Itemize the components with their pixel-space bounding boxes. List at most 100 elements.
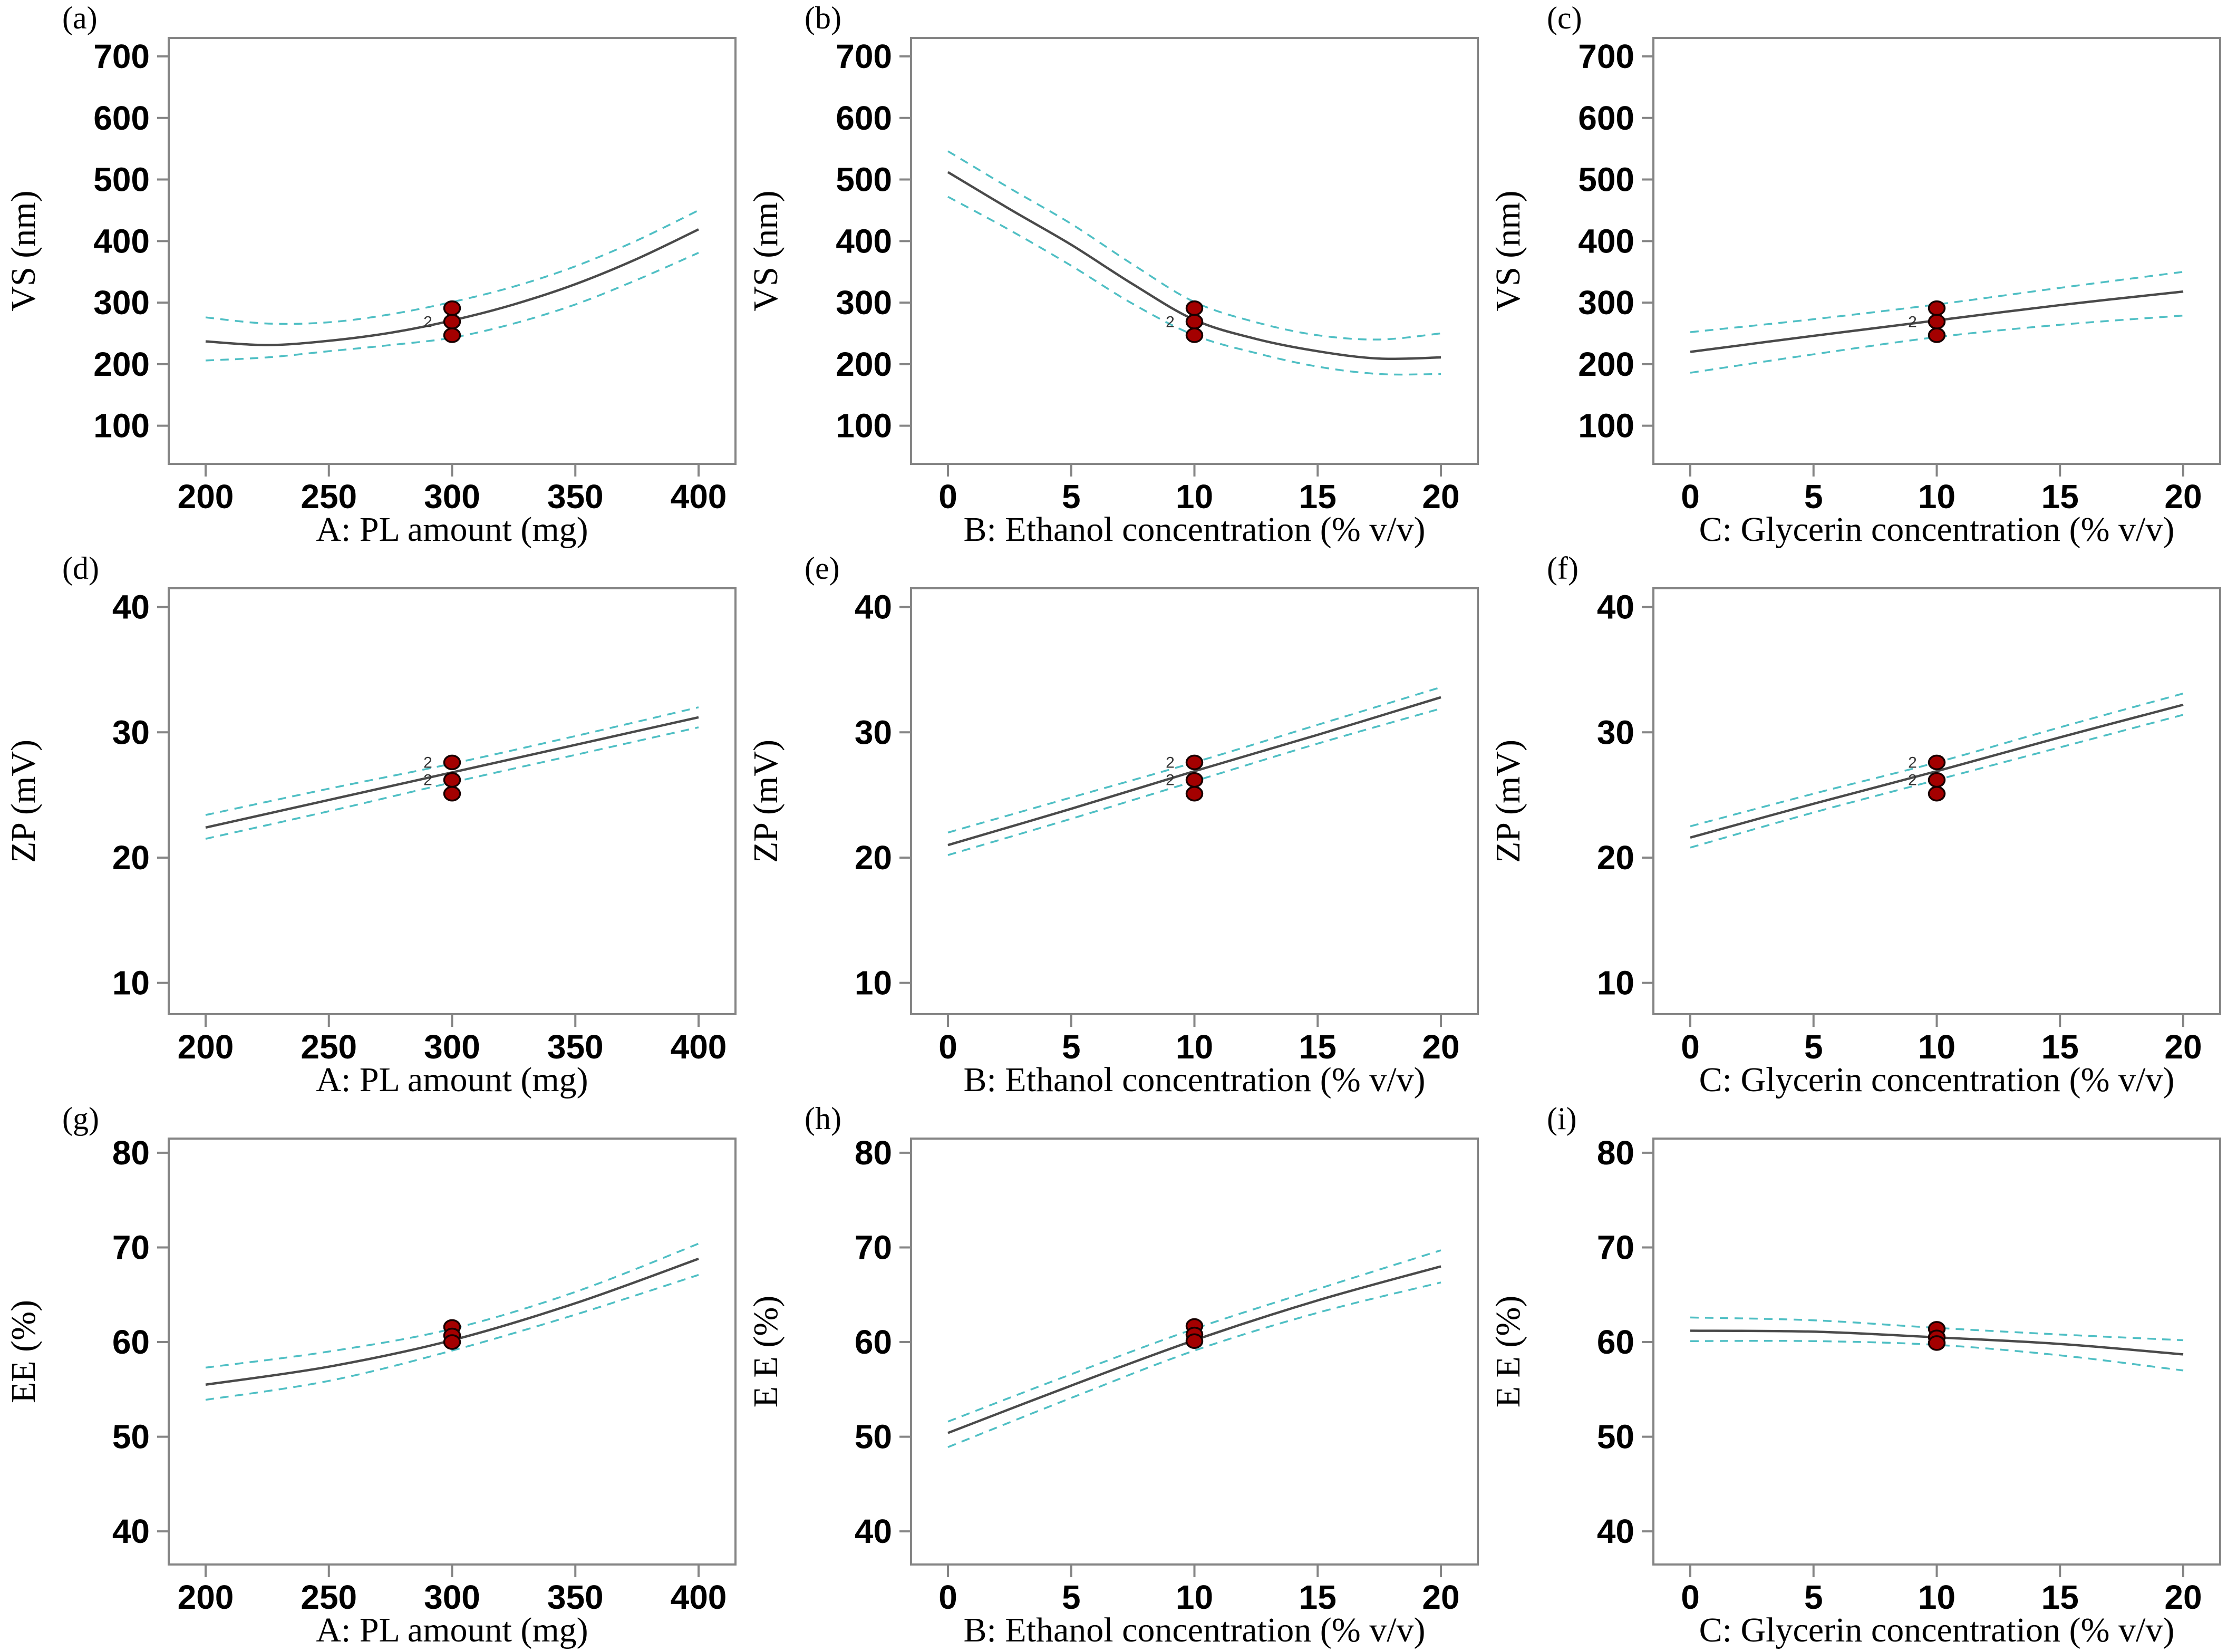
ci-lower-curve	[205, 1274, 699, 1401]
data-point	[1185, 754, 1204, 771]
y-tick-label: 100	[93, 407, 150, 445]
data-point	[1928, 327, 1946, 343]
x-tick-label: 5	[1804, 478, 1823, 516]
mean-curve	[1690, 703, 2184, 839]
y-tick-label: 60	[855, 1323, 892, 1361]
y-tick-label: 500	[836, 161, 892, 199]
data-point	[1928, 754, 1946, 771]
y-tick-label: 700	[1578, 37, 1634, 75]
x-tick-label: 300	[424, 478, 480, 516]
x-tick-label: 10	[1176, 1578, 1213, 1616]
point-count-label: 2	[1908, 772, 1917, 789]
x-tick-label: 20	[2164, 1028, 2202, 1066]
y-tick-label: 30	[1597, 713, 1634, 751]
y-tick-label: 40	[112, 1512, 150, 1550]
x-tick-label: 10	[1176, 478, 1213, 516]
x-tick-label: 0	[1681, 1028, 1700, 1066]
y-tick-label: 50	[112, 1418, 150, 1456]
x-tick-label: 5	[1804, 1028, 1823, 1066]
y-tick-label: 70	[855, 1228, 892, 1266]
y-tick-label: 100	[836, 407, 892, 445]
y-tick-label: 200	[1578, 345, 1634, 383]
data-point	[1928, 772, 1946, 788]
panel-letter-d: (d)	[62, 551, 99, 586]
data-point	[1928, 1335, 1946, 1351]
y-tick-label: 400	[93, 222, 150, 260]
y-tick-label: 40	[1597, 1512, 1634, 1550]
y-tick-label: 50	[855, 1418, 892, 1456]
y-tick-label: 60	[112, 1323, 150, 1361]
data-point	[1185, 785, 1204, 802]
x-tick-label: 20	[1422, 1578, 1459, 1616]
data-point	[1928, 314, 1946, 330]
x-tick-label: 300	[424, 1028, 480, 1066]
x-tick-label: 15	[2041, 1578, 2079, 1616]
y-axis-title: E E (%)	[747, 1296, 785, 1408]
data-point	[443, 314, 461, 330]
panel-letter-h: (h)	[805, 1101, 841, 1136]
x-axis-title: C: Glycerin concentration (% v/v)	[1699, 510, 2175, 549]
y-tick-label: 400	[1578, 222, 1634, 260]
ci-lower-curve	[1690, 314, 2184, 374]
panel-e: (e) 10 20 30 40 0 5 10 15 20 22 ZP (mV) B: Ethanol c…	[747, 551, 1479, 1099]
x-axis-title: A: PL amount (mg)	[316, 1061, 588, 1099]
data-point	[1185, 327, 1204, 343]
data-point	[1928, 785, 1946, 802]
x-tick-label: 15	[2041, 1028, 2079, 1066]
y-tick-label: 20	[855, 839, 892, 877]
x-tick-label: 20	[2164, 1578, 2202, 1616]
y-axis-title: EE (%)	[4, 1300, 43, 1403]
panel-f: (f) 10 20 30 40 0 5 10 15 20 22 ZP (mV) C: Glycerin …	[1489, 551, 2221, 1099]
y-tick-label: 700	[93, 37, 150, 75]
y-tick-label: 100	[1578, 407, 1634, 445]
point-count-label: 2	[423, 754, 432, 771]
y-tick-label: 10	[855, 964, 892, 1002]
x-tick-label: 400	[671, 1578, 727, 1616]
panel-h: (h) 40 50 60 70 80 0 5 10 15 20 E E (%) B: Ethanol c…	[747, 1101, 1479, 1649]
y-axis-title: ZP (mV)	[1489, 740, 1527, 863]
x-tick-label: 15	[1299, 1028, 1337, 1066]
y-tick-label: 400	[836, 222, 892, 260]
panel-letter-e: (e)	[805, 551, 840, 586]
x-tick-label: 15	[2041, 478, 2079, 516]
data-point	[443, 300, 461, 316]
plot-frame	[910, 37, 1479, 465]
panel-letter-i: (i)	[1547, 1101, 1577, 1136]
panel-g: (g) 40 50 60 70 80 200 250 300 350 400 EE (%) A: PL …	[4, 1101, 737, 1649]
y-tick-label: 500	[93, 161, 150, 199]
y-tick-label: 200	[836, 345, 892, 383]
panel-c: (c) 100 200 300 400 500 600 700 0 5 10 15 20 2 VS (nm)…	[1489, 1, 2221, 549]
y-tick-label: 300	[836, 284, 892, 322]
x-tick-label: 5	[1062, 1028, 1081, 1066]
x-tick-label: 20	[2164, 478, 2202, 516]
x-axis-title: A: PL amount (mg)	[316, 510, 588, 549]
x-tick-label: 400	[671, 1028, 727, 1066]
y-tick-label: 300	[93, 284, 150, 322]
x-tick-label: 250	[301, 1578, 357, 1616]
y-tick-label: 10	[1597, 964, 1634, 1002]
ci-upper-curve	[205, 1242, 699, 1369]
ci-upper-curve	[1690, 270, 2184, 333]
plot-frame	[1652, 37, 2221, 465]
panel-i: (i) 40 50 60 70 80 0 5 10 15 20 E E (%) C: Glycerin …	[1489, 1101, 2221, 1649]
mean-curve	[947, 1265, 1441, 1434]
y-tick-label: 40	[855, 588, 892, 626]
x-tick-label: 250	[301, 478, 357, 516]
panel-letter-c: (c)	[1547, 1, 1582, 35]
y-tick-label: 60	[1597, 1323, 1634, 1361]
panel-d: (d) 10 20 30 40 200 250 300 350 400 22 ZP (mV) A: PL…	[4, 551, 737, 1099]
data-point	[443, 754, 461, 771]
plot-frame	[1652, 1138, 2221, 1566]
x-tick-label: 15	[1299, 478, 1337, 516]
x-axis-title: B: Ethanol concentration (% v/v)	[963, 1611, 1425, 1649]
y-tick-label: 700	[836, 37, 892, 75]
y-axis-title: VS (nm)	[1489, 190, 1527, 311]
x-axis-title: C: Glycerin concentration (% v/v)	[1699, 1061, 2175, 1099]
plot-frame	[910, 1138, 1479, 1566]
x-tick-label: 250	[301, 1028, 357, 1066]
x-tick-label: 5	[1804, 1578, 1823, 1616]
data-point	[1185, 1333, 1204, 1349]
y-axis-title: VS (nm)	[747, 190, 785, 311]
x-tick-label: 20	[1422, 478, 1459, 516]
